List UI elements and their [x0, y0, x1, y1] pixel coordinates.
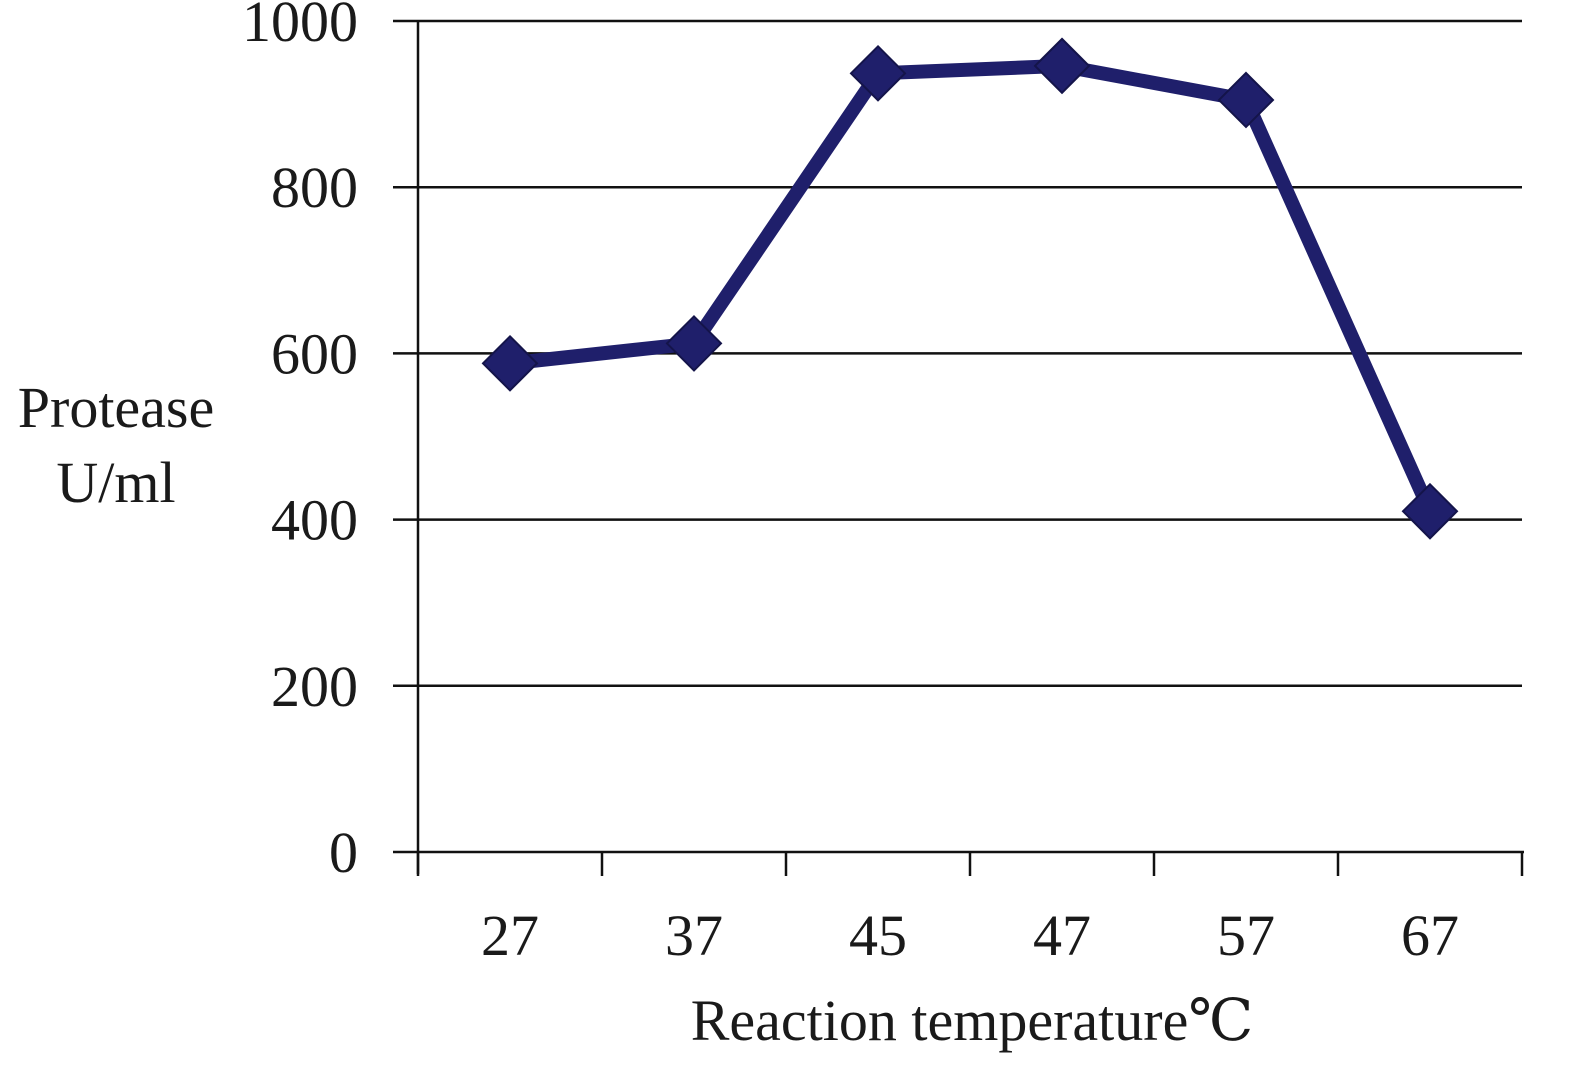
y-tick-label: 1000	[242, 0, 358, 54]
data-point-marker	[665, 315, 723, 372]
data-point-marker	[1217, 71, 1275, 129]
x-tick-label: 47	[1033, 903, 1091, 968]
data-point-marker	[849, 44, 907, 102]
y-tick-labels: 0 200 400 600 800 1000	[242, 0, 358, 885]
series-layer	[481, 37, 1459, 540]
x-tick-label: 37	[665, 903, 723, 968]
y-axis-title-line-2: U/ml	[56, 450, 175, 515]
x-tick-labels: 27 37 45 47 57 67	[481, 903, 1459, 968]
axis-layer	[393, 21, 1524, 876]
data-point-marker	[481, 334, 539, 392]
y-tick-label: 800	[271, 155, 358, 220]
data-point-marker	[1401, 482, 1459, 540]
y-tick-label: 600	[271, 321, 358, 386]
y-tick-label: 400	[271, 488, 358, 553]
x-axis-title: Reaction temperature℃	[691, 988, 1253, 1053]
y-tick-label: 200	[271, 654, 358, 719]
x-tick-label: 45	[849, 903, 907, 968]
x-tick-label: 27	[481, 903, 539, 968]
y-axis-title-line-1: Protease	[18, 375, 215, 440]
series-line	[503, 58, 1437, 519]
data-point-marker	[1033, 37, 1091, 95]
x-tick-label: 67	[1401, 903, 1459, 968]
x-tick-label: 57	[1217, 903, 1275, 968]
y-tick-label: 0	[329, 820, 358, 885]
